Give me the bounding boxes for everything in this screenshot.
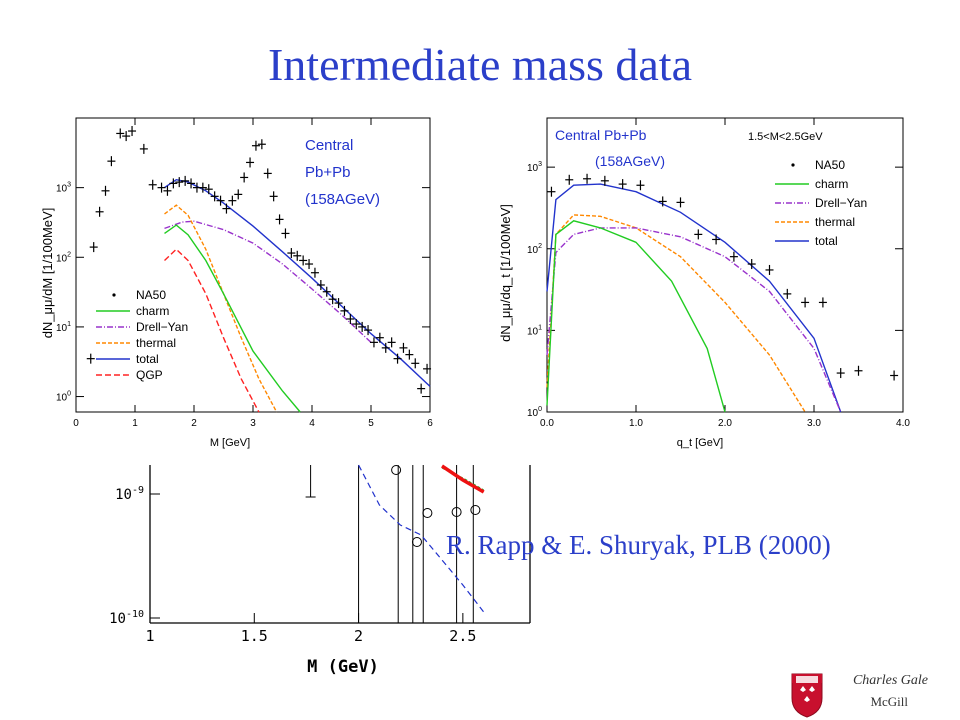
c1-curve-qgp <box>164 248 260 413</box>
c1-annotation-line-2: Pb+Pb <box>305 164 350 181</box>
c3-x-axis-label: M (GeV) <box>307 657 379 677</box>
c2-x-tick-label: 2.0 <box>718 418 732 429</box>
c1-x-tick-label: 3 <box>250 418 256 429</box>
c2-plot-frame <box>546 117 904 413</box>
c2-legend-label: charm <box>815 177 848 191</box>
c2-legend-label: total <box>815 234 838 248</box>
mcgill-shield-logo <box>791 673 823 718</box>
c1-y-axis-label: dN_μμ/dM [1/100MeV] <box>40 208 55 339</box>
c1-y-tick-label: 101 <box>56 321 71 334</box>
footer-author: Charles Gale <box>852 673 928 688</box>
c2-legend-label: thermal <box>815 215 855 229</box>
c2-y-tick-label: 101 <box>527 324 542 337</box>
c1-y-tick-label: 100 <box>56 391 71 404</box>
c1-y-tick-label: 102 <box>56 251 71 264</box>
c2-curve-drell-yan <box>546 227 842 413</box>
c3-curve-green <box>441 467 485 491</box>
c2-y-tick-label: 103 <box>527 161 542 174</box>
c3-x-tick-label: 1 <box>145 627 154 645</box>
c3-curve-red <box>441 464 485 494</box>
c1-annotation-line-3: (158AGeV) <box>305 191 380 208</box>
c3-y-tick-label: 10-10 <box>109 609 144 627</box>
c3-data-point <box>422 508 433 518</box>
c2-x-axis-label: q_t [GeV] <box>677 437 723 449</box>
c1-y-tick-label: 103 <box>56 182 71 195</box>
c3-y-tick-label: 10-9 <box>115 485 144 503</box>
c2-x-tick-label: 0.0 <box>540 418 554 429</box>
c2-annotation-line-1: Central Pb+Pb <box>555 127 647 143</box>
c3-data-point <box>391 465 402 475</box>
c1-x-tick-label: 0 <box>73 418 79 429</box>
c1-x-tick-label: 5 <box>368 418 374 429</box>
c2-annotation-line-3: 1.5<M<2.5GeV <box>748 131 823 143</box>
c1-legend-label: QGP <box>136 368 163 382</box>
c3-data-point <box>411 537 422 547</box>
c1-x-tick-label: 6 <box>427 418 433 429</box>
c3-x-tick-label: 1.5 <box>241 627 268 645</box>
c1-legend-label: total <box>136 352 159 366</box>
c1-curve-total <box>164 178 431 387</box>
c1-legend-label: charm <box>136 304 169 318</box>
c2-x-tick-label: 3.0 <box>807 418 821 429</box>
footer-institution: McGill <box>870 694 908 709</box>
c3-data-point <box>470 505 481 515</box>
c2-x-tick-label: 4.0 <box>896 418 910 429</box>
c1-legend-label: Drell−Yan <box>136 320 188 334</box>
c1-legend-marker-na50 <box>112 293 116 297</box>
c1-x-tick-label: 4 <box>309 418 315 429</box>
c2-annotation-line-2: (158AGeV) <box>595 153 665 169</box>
c1-x-tick-label: 2 <box>191 418 197 429</box>
c3-data-point <box>451 507 462 517</box>
c1-legend-label: thermal <box>136 336 176 350</box>
c2-y-tick-label: 102 <box>527 243 542 256</box>
c2-y-tick-label: 100 <box>527 406 542 419</box>
c1-annotation-line-1: Central <box>305 137 353 154</box>
c1-curve-charm <box>164 224 301 413</box>
c2-curve-charm <box>546 220 726 413</box>
c3-x-tick-label: 2.5 <box>449 627 476 645</box>
c2-legend-marker-na50 <box>791 163 795 167</box>
c2-y-axis-label: dN_μμ/dq_t [1/100MeV] <box>498 204 513 342</box>
c2-legend-label: NA50 <box>815 158 845 172</box>
c2-x-tick-label: 1.0 <box>629 418 643 429</box>
slide-title: Intermediate mass data <box>267 39 693 90</box>
citation-text: R. Rapp & E. Shuryak, PLB (2000) <box>446 530 831 560</box>
c1-plot-frame <box>75 117 431 413</box>
c1-legend-label: NA50 <box>136 288 166 302</box>
c2-curve-total <box>546 183 842 413</box>
c1-x-axis-label: M [GeV] <box>210 437 250 449</box>
c3-x-tick-label: 2 <box>354 627 363 645</box>
c1-x-tick-label: 1 <box>132 418 138 429</box>
c1-curve-drell-yan <box>164 220 372 343</box>
c2-legend-label: Drell−Yan <box>815 196 867 210</box>
c2-curve-thermal <box>546 214 806 413</box>
c1-curve-thermal <box>164 204 278 413</box>
